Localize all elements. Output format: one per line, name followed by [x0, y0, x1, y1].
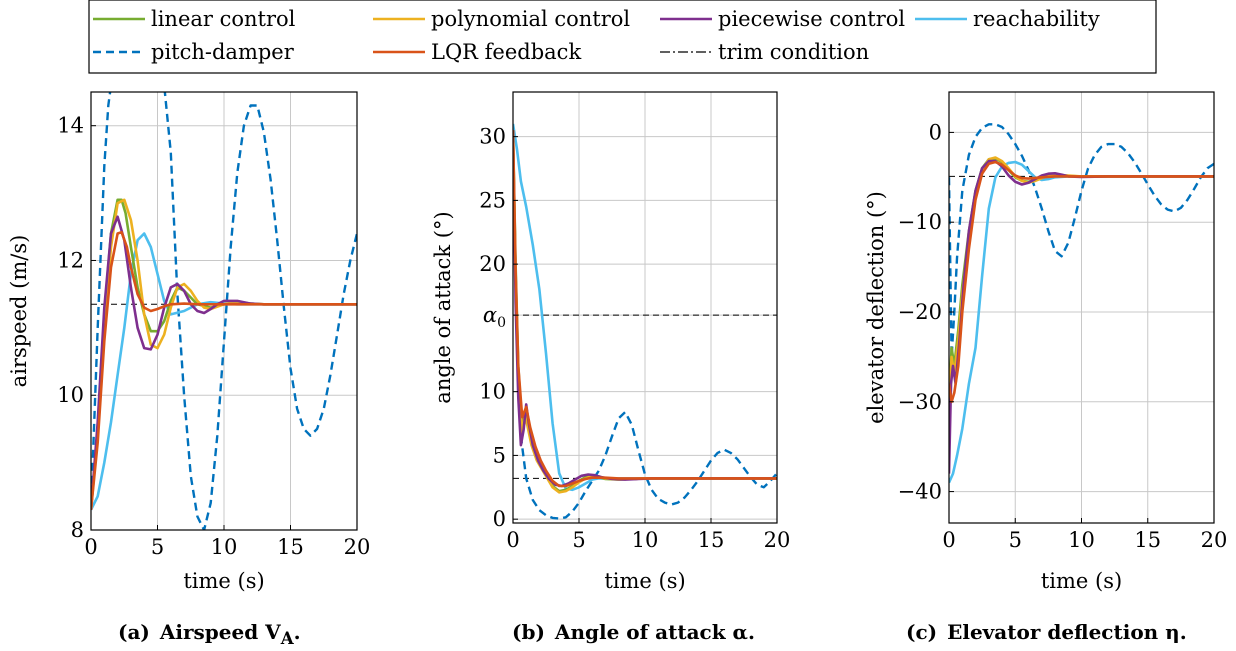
- legend-box: [88, 0, 1157, 74]
- x-axis-label: time (s): [1041, 569, 1122, 593]
- caption-a: (a) Airspeed VA.: [118, 620, 301, 648]
- series-line-damper: [949, 123, 1214, 359]
- legend-label-trim: trim condition: [718, 40, 869, 64]
- x-tick-label: 20: [764, 528, 791, 552]
- legend-label-reach: reachability: [973, 7, 1100, 31]
- x-tick-label: 15: [277, 535, 304, 559]
- y-tick-label: 5: [493, 443, 506, 467]
- series-line-damper: [91, 92, 357, 530]
- y-tick-label-sub: 0: [497, 315, 506, 331]
- caption-a-tail: .: [293, 620, 301, 644]
- caption-a-sub: A: [280, 628, 294, 648]
- x-tick-label: 20: [344, 535, 371, 559]
- x-tick-label: 20: [1201, 528, 1228, 552]
- x-tick-label: 5: [1009, 528, 1022, 552]
- legend-label-poly: polynomial control: [431, 7, 630, 31]
- x-tick-label: 5: [151, 535, 164, 559]
- chart-panel-3: 0 5 10 15 20 −40 −30 −20 −10 0 time (s) elevator de…: [864, 91, 1228, 593]
- series-line-lqr: [91, 230, 357, 510]
- series-line-lqr: [513, 130, 777, 488]
- y-tick-label: −30: [898, 390, 942, 414]
- x-tick-label: 10: [211, 535, 238, 559]
- y-tick-label: 8: [71, 518, 84, 542]
- x-tick-label: 5: [572, 528, 585, 552]
- y-tick-label: 0: [493, 507, 506, 531]
- y-tick-label: −40: [898, 480, 942, 504]
- x-tick-label: 0: [506, 528, 519, 552]
- x-axis-label: time (s): [183, 569, 264, 593]
- y-tick-label: −10: [898, 210, 942, 234]
- caption-a-text: Airspeed V: [159, 620, 281, 644]
- caption-b-text: Angle of attack α.: [554, 620, 755, 644]
- legend-label-linear: linear control: [151, 7, 296, 31]
- caption-c: (c) Elevator deflection η.: [906, 620, 1187, 644]
- x-axis-label: time (s): [604, 569, 685, 593]
- x-tick-label: 10: [1068, 528, 1095, 552]
- y-tick-label: α0: [483, 303, 506, 331]
- y-axis-label: airspeed (m/s): [7, 235, 31, 388]
- x-tick-label: 15: [698, 528, 725, 552]
- caption-c-text: Elevator deflection η.: [947, 620, 1187, 644]
- caption-a-label: (a): [118, 620, 150, 644]
- y-tick-label: −20: [898, 300, 942, 324]
- x-tick-label: 0: [84, 535, 97, 559]
- y-tick-label: 12: [57, 248, 84, 272]
- grid: [90, 92, 358, 531]
- legend: linear control polynomial control piecewis…: [88, 0, 1157, 74]
- series-group: [513, 123, 777, 520]
- chart-panel-2: 0 5 10 15 20 0 5 10 α0 20 25 30 time (s) angle of att…: [431, 91, 791, 593]
- series-line-damper: [513, 136, 777, 520]
- caption-b-label: (b): [512, 620, 545, 644]
- legend-label-damper: pitch-damper: [151, 40, 295, 64]
- series-group: [91, 92, 357, 530]
- y-tick-label: 10: [479, 380, 506, 404]
- caption-c-label: (c): [906, 620, 938, 644]
- y-tick-label: 14: [57, 114, 84, 138]
- y-tick-label: 0: [929, 120, 942, 144]
- y-tick-label: 30: [479, 125, 506, 149]
- y-axis-label: elevator deflection (°): [864, 191, 888, 424]
- x-tick-label: 15: [1134, 528, 1161, 552]
- series-line-lqr: [949, 160, 1214, 404]
- y-tick-label: 20: [479, 252, 506, 276]
- caption-b: (b) Angle of attack α.: [512, 620, 755, 644]
- x-tick-label: 0: [942, 528, 955, 552]
- legend-label-lqr: LQR feedback: [431, 40, 581, 64]
- y-tick-label: 25: [479, 188, 506, 212]
- series-group: [949, 123, 1214, 484]
- grid: [948, 92, 1215, 523]
- y-tick-label: 10: [57, 383, 84, 407]
- chart-panel-1: 0 5 10 15 20 8 10 12 14 time (s) airspeed (m/s): [7, 91, 371, 593]
- y-axis-label: angle of attack (°): [431, 211, 455, 403]
- x-tick-label: 10: [632, 528, 659, 552]
- legend-label-piece: piecewise control: [718, 7, 905, 31]
